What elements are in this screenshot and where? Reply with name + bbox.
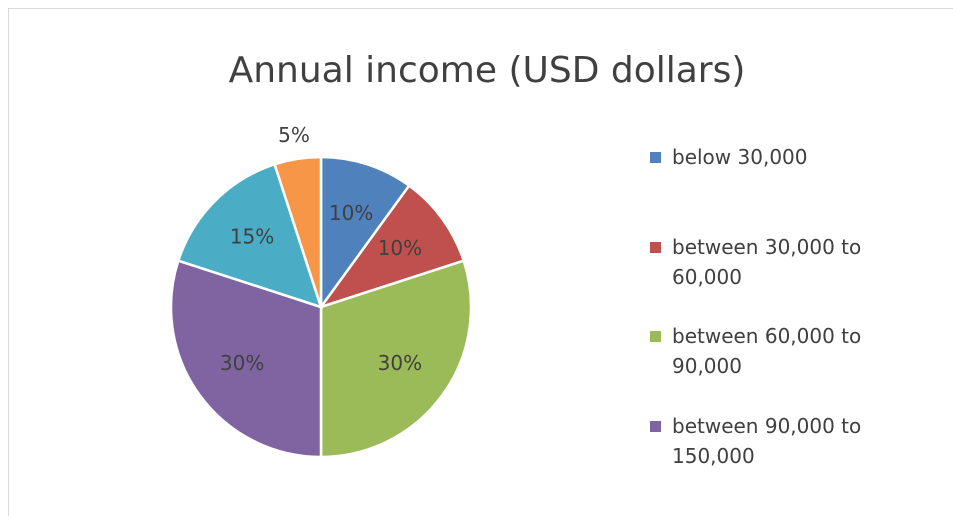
pie-slice [319, 155, 411, 311]
data-label: 15% [230, 225, 274, 249]
pie-slice [317, 183, 466, 310]
legend-item: between 90,000 to 150,000 [650, 411, 890, 471]
legend-swatch [650, 241, 661, 253]
legend-item: between 60,000 to 90,000 [650, 321, 890, 381]
pie-slice [169, 259, 323, 459]
data-label: 30% [378, 351, 422, 375]
legend-item: between 30,000 to 60,000 [650, 232, 890, 292]
chart-title: Annual income (USD dollars) [229, 50, 746, 91]
data-label: 10% [329, 201, 373, 225]
legend-swatch [650, 420, 661, 432]
legend-label: between 60,000 to 90,000 [672, 324, 862, 378]
legend-label: between 30,000 to 60,000 [672, 234, 862, 289]
data-label: 5% [278, 123, 310, 147]
chart-frame [8, 8, 953, 516]
data-label: 10% [378, 236, 422, 260]
pie-slice [319, 259, 473, 459]
legend-label: below 30,000 [672, 145, 808, 169]
legend-item: below 30,000 [650, 142, 890, 172]
legend-swatch [650, 152, 661, 163]
legend-label: between 90,000 to 150,000 [672, 413, 862, 468]
legend-swatch [650, 331, 661, 342]
data-label: 30% [220, 351, 264, 375]
pie-slice [273, 155, 323, 308]
